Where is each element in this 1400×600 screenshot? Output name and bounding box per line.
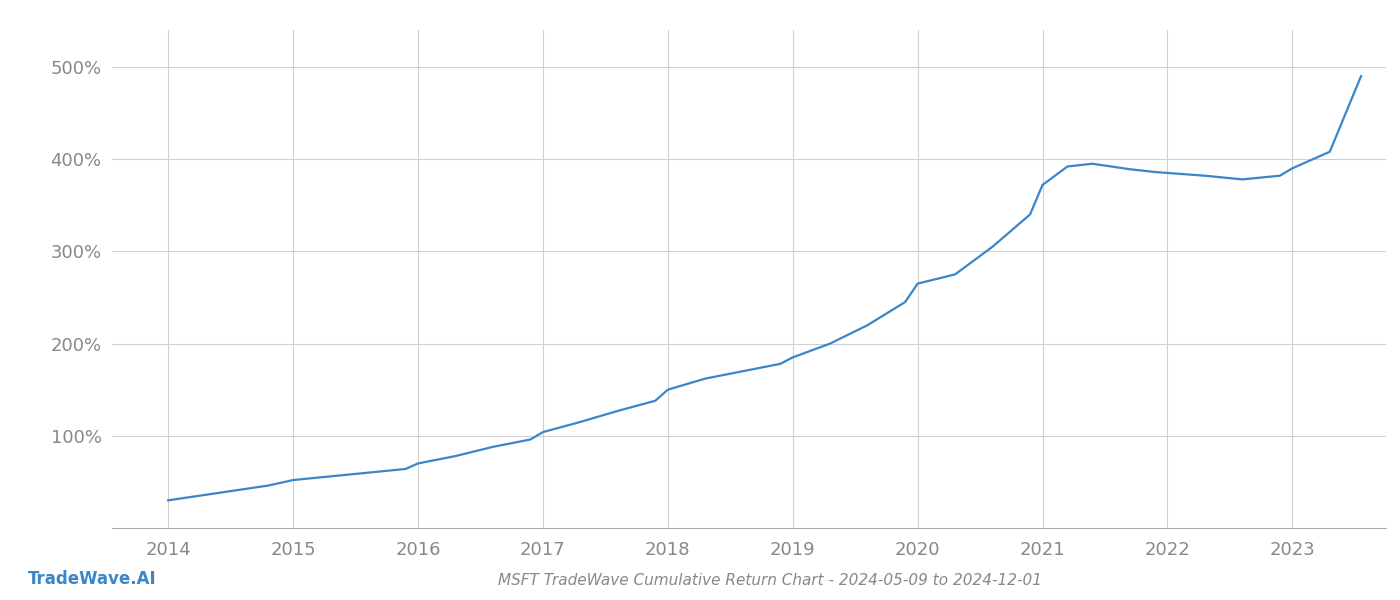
Text: TradeWave.AI: TradeWave.AI (28, 570, 157, 588)
Text: MSFT TradeWave Cumulative Return Chart - 2024-05-09 to 2024-12-01: MSFT TradeWave Cumulative Return Chart -… (498, 573, 1042, 588)
